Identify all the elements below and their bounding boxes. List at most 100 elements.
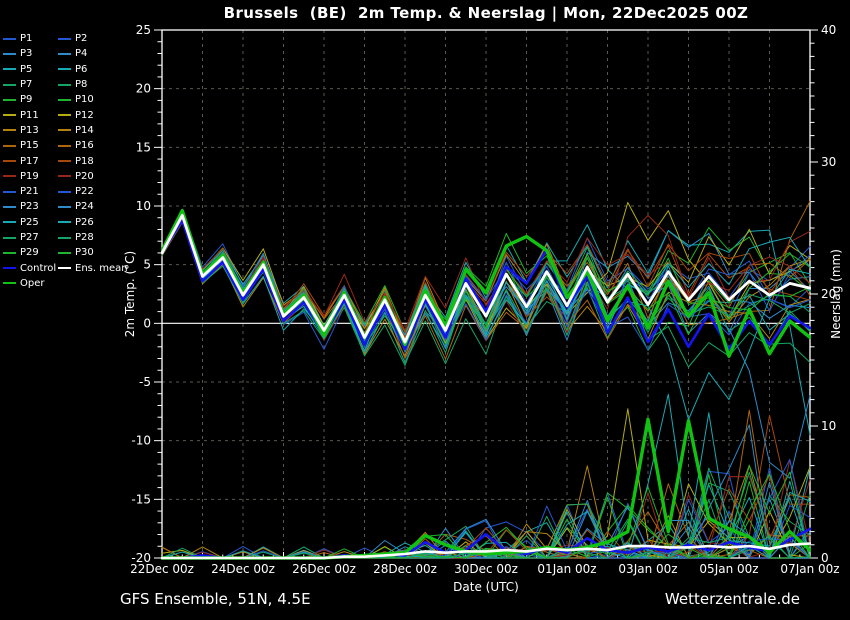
legend-item-p8: P8	[58, 79, 128, 90]
y-right-tick-label: 30	[821, 155, 836, 169]
legend-swatch-p1	[3, 37, 16, 40]
legend-swatch-p21	[3, 190, 16, 193]
x-tick-label: 28Dec 00z	[373, 562, 437, 576]
legend-item-p17: P17	[3, 156, 58, 167]
y-left-tick-label: -15	[131, 492, 151, 506]
legend-swatch-p16	[58, 144, 71, 147]
legend-item-p4: P4	[58, 48, 128, 59]
x-tick-label: 30Dec 00z	[454, 562, 518, 576]
legend-swatch-p5	[3, 68, 16, 71]
legend-swatch-p19	[3, 175, 16, 178]
legend-swatch-ens-mean	[58, 267, 71, 270]
legend-swatch-p23	[3, 205, 16, 208]
legend-label-p3: P3	[20, 48, 33, 60]
y-right-axis-title: Neerslag (mm)	[829, 249, 843, 339]
x-axis-label: Date (UTC)	[453, 580, 519, 594]
legend-item-p22: P22	[58, 186, 128, 197]
legend-swatch-p26	[58, 221, 71, 224]
y-left-tick-label: 20	[136, 82, 151, 96]
legend-label-p30: P30	[75, 247, 94, 259]
legend-label-p28: P28	[75, 232, 94, 243]
legend-label-p1: P1	[20, 33, 33, 45]
legend-label-p16: P16	[75, 140, 94, 152]
y-left-tick-label: 25	[136, 23, 151, 37]
legend-swatch-p28	[58, 236, 71, 239]
legend-label-p26: P26	[75, 216, 94, 228]
legend-swatch-p11	[3, 114, 16, 117]
legend-label-p25: P25	[20, 216, 39, 228]
legend-swatch-p24	[58, 205, 71, 208]
legend-item-ens-mean: Ens. mean	[58, 263, 128, 274]
legend-label-p12: P12	[75, 109, 94, 121]
y-right-tick-label: 20	[821, 287, 836, 301]
chart-title: Brussels (BE) 2m Temp. & Neerslag | Mon,…	[223, 4, 749, 22]
site-name: Wetterzentrale.de	[664, 590, 800, 608]
legend-item-p3: P3	[3, 48, 58, 59]
legend-swatch-p20	[58, 175, 71, 178]
y-left-tick-label: 10	[136, 199, 151, 213]
x-tick-label: 22Dec 00z	[130, 562, 194, 576]
series-p24-temp	[161, 217, 811, 352]
legend-swatch-p4	[58, 52, 71, 55]
x-tick-label: 26Dec 00z	[292, 562, 356, 576]
legend-label-p2: P2	[75, 33, 88, 45]
legend-item-p14: P14	[58, 125, 128, 136]
series-ens-mean-precip	[161, 542, 811, 560]
legend-label-p9: P9	[20, 94, 33, 106]
legend-swatch-p17	[3, 160, 16, 163]
legend-swatch-p29	[3, 251, 16, 254]
legend-label-p19: P19	[20, 170, 39, 182]
legend-label-p10: P10	[75, 94, 94, 106]
legend-label-p27: P27	[20, 232, 39, 243]
legend-item-p10: P10	[58, 94, 128, 105]
legend-label-ens-mean: Ens. mean	[75, 262, 128, 274]
legend-label-p21: P21	[20, 186, 39, 198]
y-left-tick-label: 0	[143, 316, 151, 330]
x-tick-label: 05Jan 00z	[699, 562, 758, 576]
legend-item-p9: P9	[3, 94, 58, 105]
legend-swatch-p27	[3, 236, 16, 239]
model-info: GFS Ensemble, 51N, 4.5E	[120, 590, 311, 608]
legend-label-p13: P13	[20, 124, 39, 136]
legend-swatch-p9	[3, 98, 16, 101]
legend-item-p5: P5	[3, 64, 58, 75]
y-left-tick-label: -5	[139, 375, 151, 389]
legend-swatch-p2	[58, 37, 71, 40]
legend: P1 P2 P3 P4 P5 P6 P7 P8 P9 P10 P11 P12 P13 P14 P15 P16 P…	[3, 31, 128, 291]
legend-label-p7: P7	[20, 79, 33, 91]
y-left-tick-label: -10	[131, 434, 151, 448]
legend-label-p29: P29	[20, 247, 39, 259]
legend-item-p12: P12	[58, 110, 128, 121]
legend-item-p29: P29	[3, 247, 58, 258]
legend-item-p2: P2	[58, 33, 128, 44]
legend-swatch-p6	[58, 68, 71, 71]
legend-item-p7: P7	[3, 79, 58, 90]
x-tick-label: 24Dec 00z	[211, 562, 275, 576]
legend-swatch-p8	[58, 83, 71, 86]
y-left-tick-label: 5	[143, 258, 151, 272]
legend-swatch-p25	[3, 221, 16, 224]
legend-item-p23: P23	[3, 201, 58, 212]
x-tick-label: 01Jan 00z	[537, 562, 596, 576]
legend-item-p26: P26	[58, 217, 128, 228]
y-left-tick-label: -20	[131, 551, 151, 565]
legend-item-p28: P28	[58, 232, 128, 243]
legend-item-p18: P18	[58, 156, 128, 167]
legend-item-oper: Oper	[3, 278, 58, 289]
legend-label-control: Control	[20, 262, 57, 274]
legend-label-p8: P8	[75, 79, 88, 91]
legend-swatch-p12	[58, 114, 71, 117]
legend-item-p21: P21	[3, 186, 58, 197]
legend-item-p1: P1	[3, 33, 58, 44]
legend-item-p15: P15	[3, 140, 58, 151]
legend-item-p11: P11	[3, 110, 58, 121]
legend-swatch-p13	[3, 129, 16, 132]
legend-label-p20: P20	[75, 170, 94, 182]
legend-label-oper: Oper	[20, 277, 45, 289]
legend-label-p15: P15	[20, 140, 39, 152]
legend-label-p18: P18	[75, 155, 94, 167]
legend-label-p22: P22	[75, 186, 94, 198]
x-tick-label: 03Jan 00z	[618, 562, 677, 576]
legend-swatch-p15	[3, 144, 16, 147]
